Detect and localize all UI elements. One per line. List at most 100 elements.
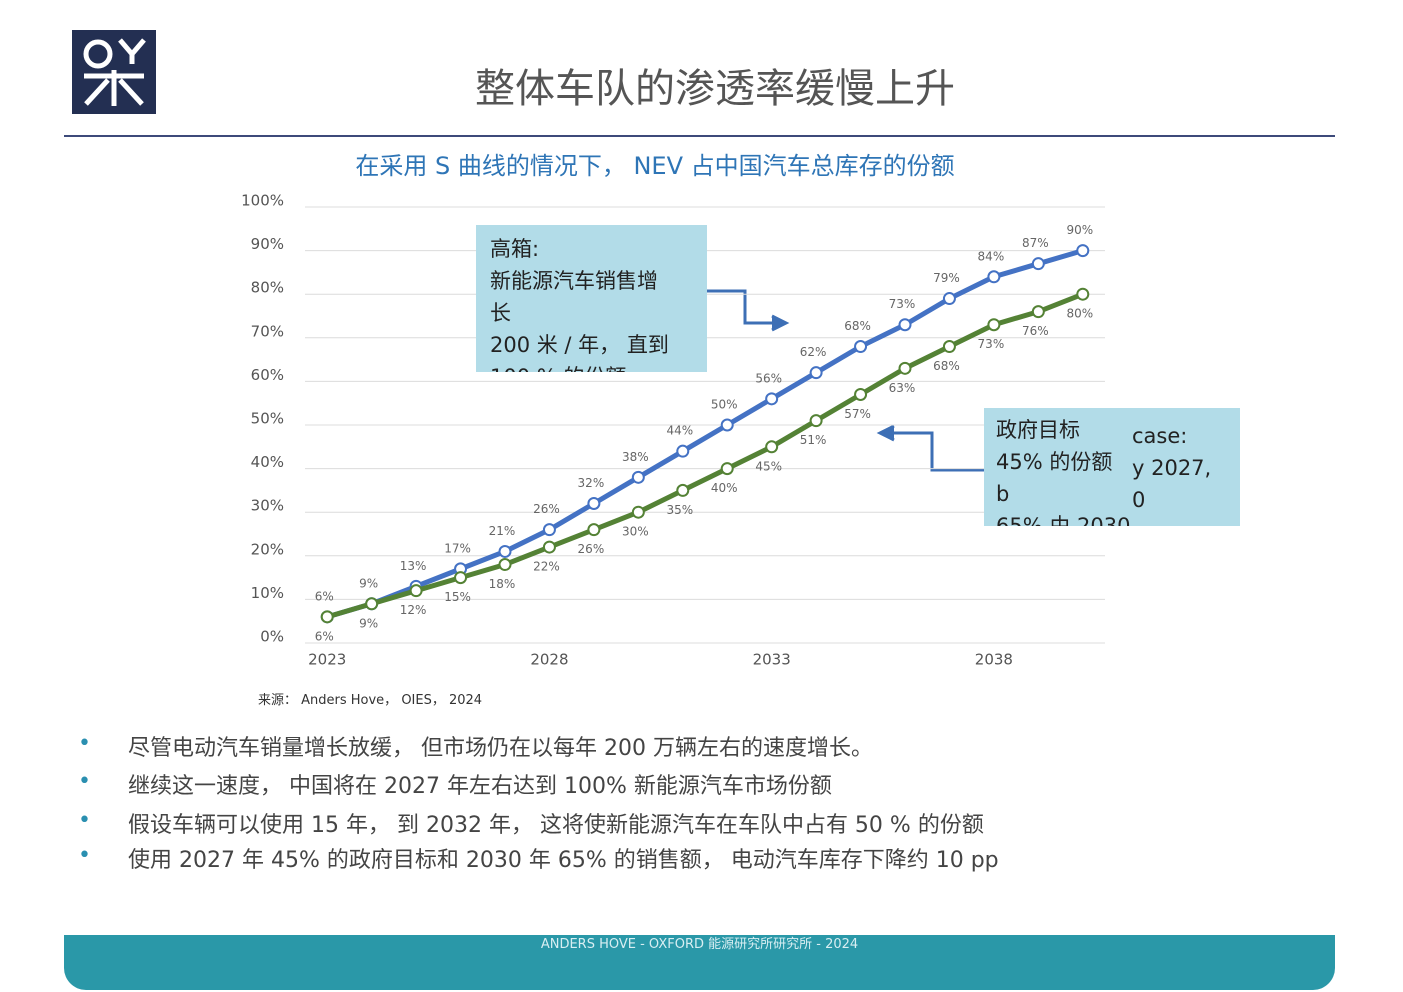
data-point xyxy=(498,558,512,572)
annotation-line: b xyxy=(996,482,1010,506)
bullet-text: 使用 2027 年 45% 的政府目标和 2030 年 65% 的销售额， 电动… xyxy=(128,848,999,873)
series-line xyxy=(326,248,1084,620)
data-point xyxy=(854,387,868,401)
data-label: 90% xyxy=(1066,223,1093,237)
bullet-dot: • xyxy=(78,769,91,794)
data-label: 15% xyxy=(444,590,471,604)
annotation-line: 0 xyxy=(1132,488,1146,512)
data-label: 9% xyxy=(359,616,378,630)
data-point xyxy=(409,584,423,598)
annotation-line: 200 米 / 年， 直到 xyxy=(490,333,669,357)
data-label: 62% xyxy=(800,345,827,359)
data-label: 79% xyxy=(933,271,960,285)
x-tick-label: 2038 xyxy=(975,651,1013,669)
data-point xyxy=(809,414,823,428)
data-label: 76% xyxy=(1022,324,1049,338)
bullet: • 假设车辆可以使用 15 年， 到 2032 年， 这将使新能源汽车在车队中占有… xyxy=(78,808,1078,844)
y-tick-label: 80% xyxy=(251,279,284,297)
data-label: 13% xyxy=(400,559,427,573)
data-point xyxy=(898,318,912,332)
annotation-line: 政府目标 xyxy=(996,418,1080,442)
data-label: 68% xyxy=(933,359,960,373)
data-label: 68% xyxy=(844,319,871,333)
data-point xyxy=(765,440,779,454)
y-tick-label: 20% xyxy=(251,540,284,558)
divider xyxy=(64,135,1335,137)
y-tick-label: 70% xyxy=(251,322,284,340)
data-point xyxy=(542,523,556,537)
bullet: • 尽管电动汽车销量增长放缓， 但市场仍在以每年 200 万辆左右的速度增长。 xyxy=(78,731,1078,767)
data-label: 44% xyxy=(666,424,693,438)
data-point xyxy=(809,366,823,380)
data-point xyxy=(898,361,912,375)
series-line xyxy=(326,291,1084,620)
data-label: 12% xyxy=(400,603,427,617)
y-tick-label: 50% xyxy=(251,410,284,428)
data-point xyxy=(1076,287,1090,301)
data-point xyxy=(1031,305,1045,319)
data-label: 6% xyxy=(315,629,334,643)
y-tick-label: 40% xyxy=(251,453,284,471)
annotation-line: 45% 的份额 xyxy=(996,450,1113,474)
y-tick-label: 90% xyxy=(251,235,284,253)
bullet-text: 尽管电动汽车销量增长放缓， 但市场仍在以每年 200 万辆左右的速度增长。 xyxy=(128,736,873,761)
footer-bar xyxy=(64,935,1335,990)
y-tick-label: 0% xyxy=(260,628,284,646)
bullet-dot: • xyxy=(78,808,91,833)
data-label: 51% xyxy=(800,433,827,447)
source: 来源： Anders Hove， OIES， 2024 xyxy=(258,693,483,708)
data-label: 45% xyxy=(755,459,782,473)
data-label: 32% xyxy=(578,476,605,490)
data-point xyxy=(765,392,779,406)
data-point xyxy=(542,540,556,554)
data-label: 56% xyxy=(755,371,782,385)
data-label: 87% xyxy=(1022,236,1049,250)
data-label: 38% xyxy=(622,450,649,464)
annotation-arrows xyxy=(707,289,985,472)
data-label: 30% xyxy=(622,525,649,539)
data-label: 17% xyxy=(444,541,471,555)
data-point xyxy=(498,544,512,558)
data-label: 35% xyxy=(666,503,693,517)
annotation-line: 65% 由 2030 xyxy=(996,514,1131,526)
data-label: 50% xyxy=(711,398,738,412)
bullet-text: 继续这一速度， 中国将在 2027 年左右达到 100% 新能源汽车市场份额 xyxy=(128,774,832,799)
data-label: 22% xyxy=(533,560,560,574)
data-label: 73% xyxy=(889,297,916,311)
data-point xyxy=(720,462,734,476)
y-tick-label: 10% xyxy=(251,584,284,602)
data-label: 63% xyxy=(889,381,916,395)
data-label: 57% xyxy=(844,407,871,421)
chart: 0% 10% 20% 30% 40% 50% 60% 70% 80% 90% 100% 2023 202… xyxy=(241,192,1105,669)
data-point xyxy=(365,597,379,611)
chart-title: 在采用 S 曲线的情况下， NEV 占中国汽车总库存的份额 xyxy=(355,152,955,180)
slide-title: 整体车队的渗透率缓慢上升 xyxy=(475,66,955,112)
logo xyxy=(72,30,156,114)
data-label: 6% xyxy=(315,589,334,603)
data-point xyxy=(454,571,468,585)
data-point xyxy=(631,470,645,484)
data-point xyxy=(987,270,1001,284)
data-point xyxy=(720,418,734,432)
data-label: 40% xyxy=(711,481,738,495)
annotation-box: 政府目标 45% 的份额 b 65% 由 2030 case: y 2027, 0 xyxy=(984,408,1240,526)
data-label: 9% xyxy=(359,576,378,590)
x-tick-label: 2023 xyxy=(308,651,346,669)
data-point xyxy=(320,610,334,624)
x-tick-label: 2033 xyxy=(753,651,791,669)
annotation-line: case: xyxy=(1132,424,1188,448)
data-point xyxy=(587,523,601,537)
annotation-line: 100 % 的份额 xyxy=(490,361,707,372)
annotation-line: 长 xyxy=(490,301,511,325)
data-point xyxy=(854,340,868,354)
bullet: • 继续这一速度， 中国将在 2027 年左右达到 100% 新能源汽车市场份额 xyxy=(78,769,1078,805)
data-label: 21% xyxy=(489,524,516,538)
x-tick-label: 2028 xyxy=(530,651,568,669)
data-point xyxy=(631,505,645,519)
data-point xyxy=(1076,244,1090,258)
bullet-dot: • xyxy=(78,731,91,756)
bullet: • 使用 2027 年 45% 的政府目标和 2030 年 65% 的销售额， 电… xyxy=(78,843,1078,879)
y-tick-label: 100% xyxy=(241,192,284,210)
